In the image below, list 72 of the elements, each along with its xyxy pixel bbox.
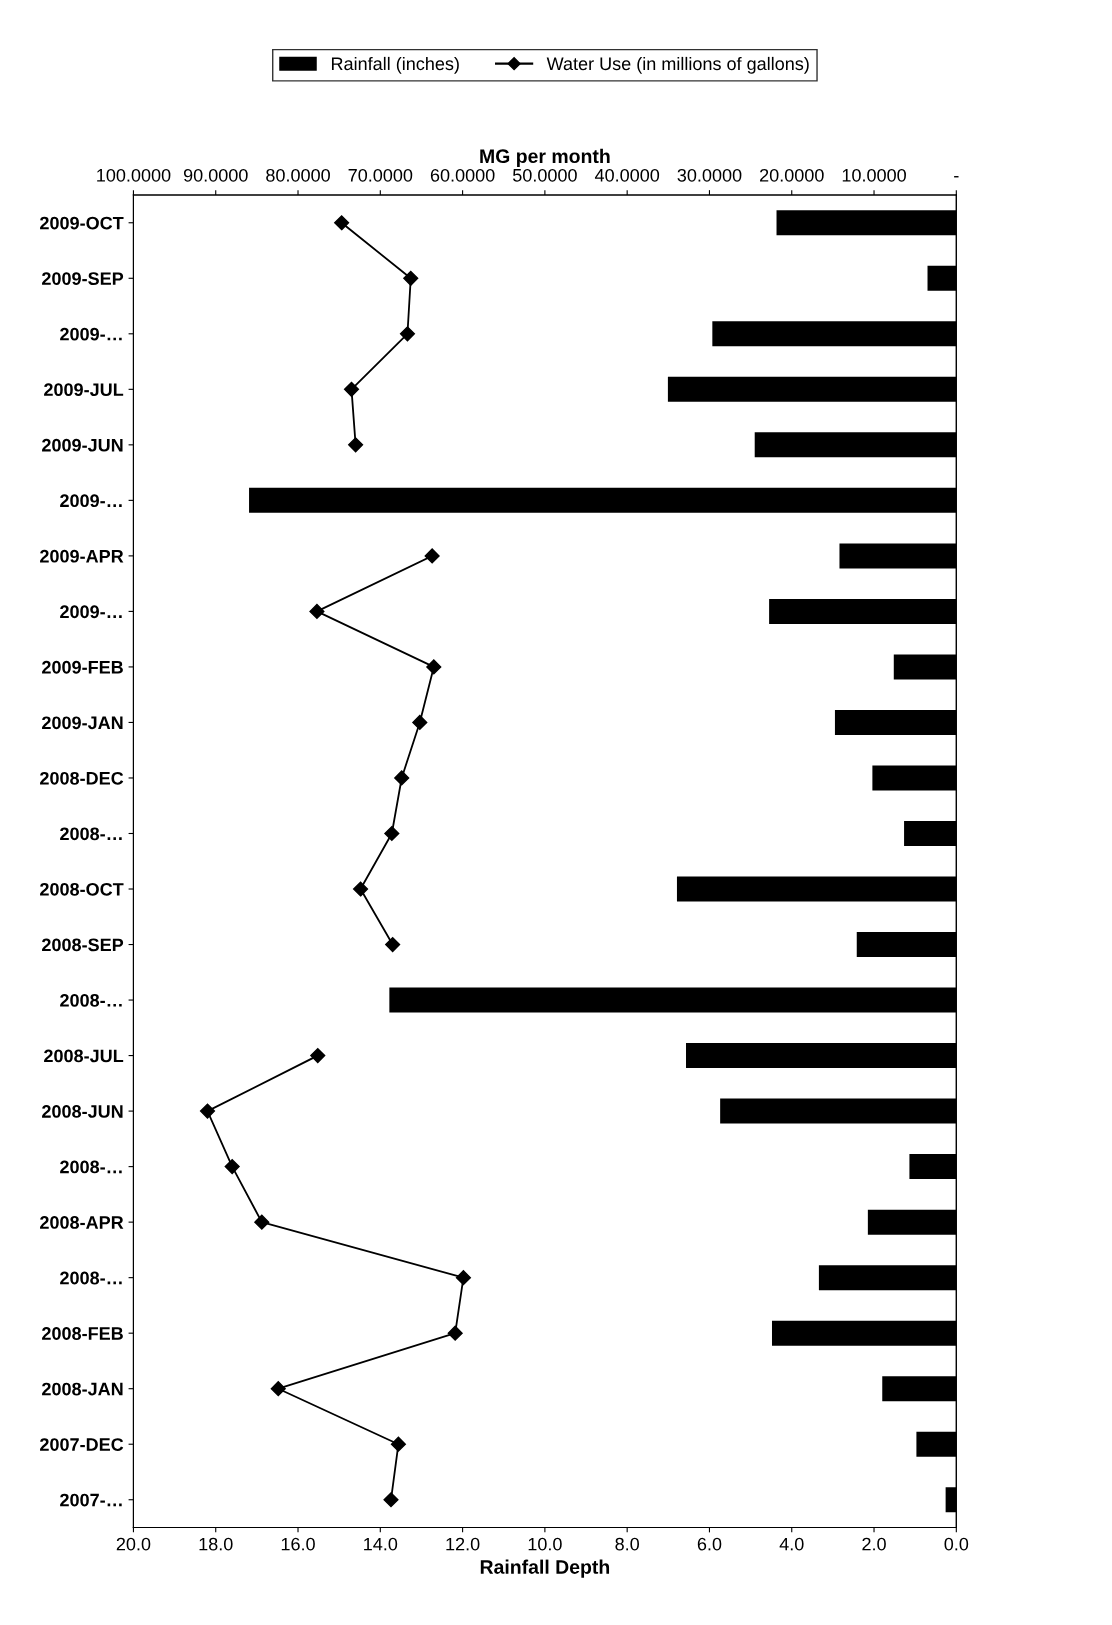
y-tick-label: 2008-… [60,1160,122,1174]
y-tick-label: 2009-… [60,327,122,341]
y-tick-label: 2009-OCT [40,216,124,230]
y-tick-label: 2008-… [60,827,122,841]
x2-tick-label: 10.0000 [842,168,906,182]
y-tick-label: 2008-OCT [40,882,124,896]
legend-label: Water Use (in millions of gallons) [546,56,809,74]
x-tick-label: 0.0 [944,1537,969,1551]
y-tick-label: 2009-… [60,494,122,508]
point [343,381,360,397]
x-tick-label: 16.0 [281,1537,315,1551]
x2-tick-label: 100.0000 [97,168,171,182]
y-tick-label: 2007-DEC [40,1438,124,1451]
y-tick-label: 2008-DEC [40,771,124,785]
point [224,1159,240,1175]
x2-tick-label: 50.0000 [512,168,577,182]
point [348,437,364,453]
point [352,881,369,897]
point [394,770,410,786]
y-tick-label: 2008-APR [40,1216,124,1229]
x2-tick-label: 30.0000 [677,168,742,182]
y-tick-label: 2007-… [60,1493,122,1507]
point [385,936,401,953]
point [270,1381,286,1397]
x-tick-label: 12.0 [446,1537,480,1551]
point [403,270,419,286]
x2-tick-label: 90.0000 [183,168,248,182]
x-tick-label: 10.0 [528,1537,562,1551]
x-tick-label: 8.0 [615,1537,640,1551]
point [334,215,350,231]
x-tick-label: 14.0 [364,1537,398,1551]
point [455,1270,471,1286]
point [383,1492,399,1508]
point [412,714,428,731]
y-tick-label: 2008-JUN [42,1105,123,1118]
point [199,1103,216,1119]
y-tick-label: 2008-… [60,993,122,1007]
point [426,659,442,675]
point [310,1048,326,1064]
y-tick-label: 2008-FEB [42,1327,123,1340]
y-tick-label: 2009-SEP [42,272,124,285]
y-tick-label: 2009-JAN [42,716,123,730]
y-tick-label: 2008-JUL [44,1049,124,1063]
x-tick-label: 4.0 [779,1537,804,1551]
x2-axis-title: MG per month [480,148,610,167]
y-tick-label: 2009-JUL [44,383,124,397]
x-axis-title: Rainfall Depth [480,1559,610,1578]
x2-tick-label: - [954,176,959,178]
legend-label: Rainfall (inches) [331,56,459,74]
y-tick-label: 2009-APR [40,549,124,563]
x2-tick-label: 70.0000 [348,168,413,182]
y-tick-label: 2009-JUN [42,438,123,452]
x-tick-label: 6.0 [697,1537,722,1551]
x2-tick-label: 80.0000 [266,168,330,182]
y-tick-label: 2008-JAN [42,1382,123,1396]
x-tick-label: 2.0 [862,1537,886,1551]
point [384,825,400,842]
point [390,1436,406,1452]
point [309,603,325,619]
point [399,326,416,342]
y-tick-label: 2008-… [60,1271,122,1285]
y-tick-label: 2009-… [60,605,122,619]
y-tick-label: 2009-FEB [42,660,123,674]
point [254,1214,270,1230]
x2-tick-label: 40.0000 [594,168,660,182]
point [424,548,440,564]
x2-tick-label: 60.0000 [430,168,495,182]
x-tick-label: 20.0 [116,1537,151,1551]
y-tick-label: 2008-SEP [42,938,124,952]
x-tick-label: 18.0 [199,1537,233,1551]
point [447,1325,463,1341]
x2-tick-label: 20.0000 [760,168,824,182]
